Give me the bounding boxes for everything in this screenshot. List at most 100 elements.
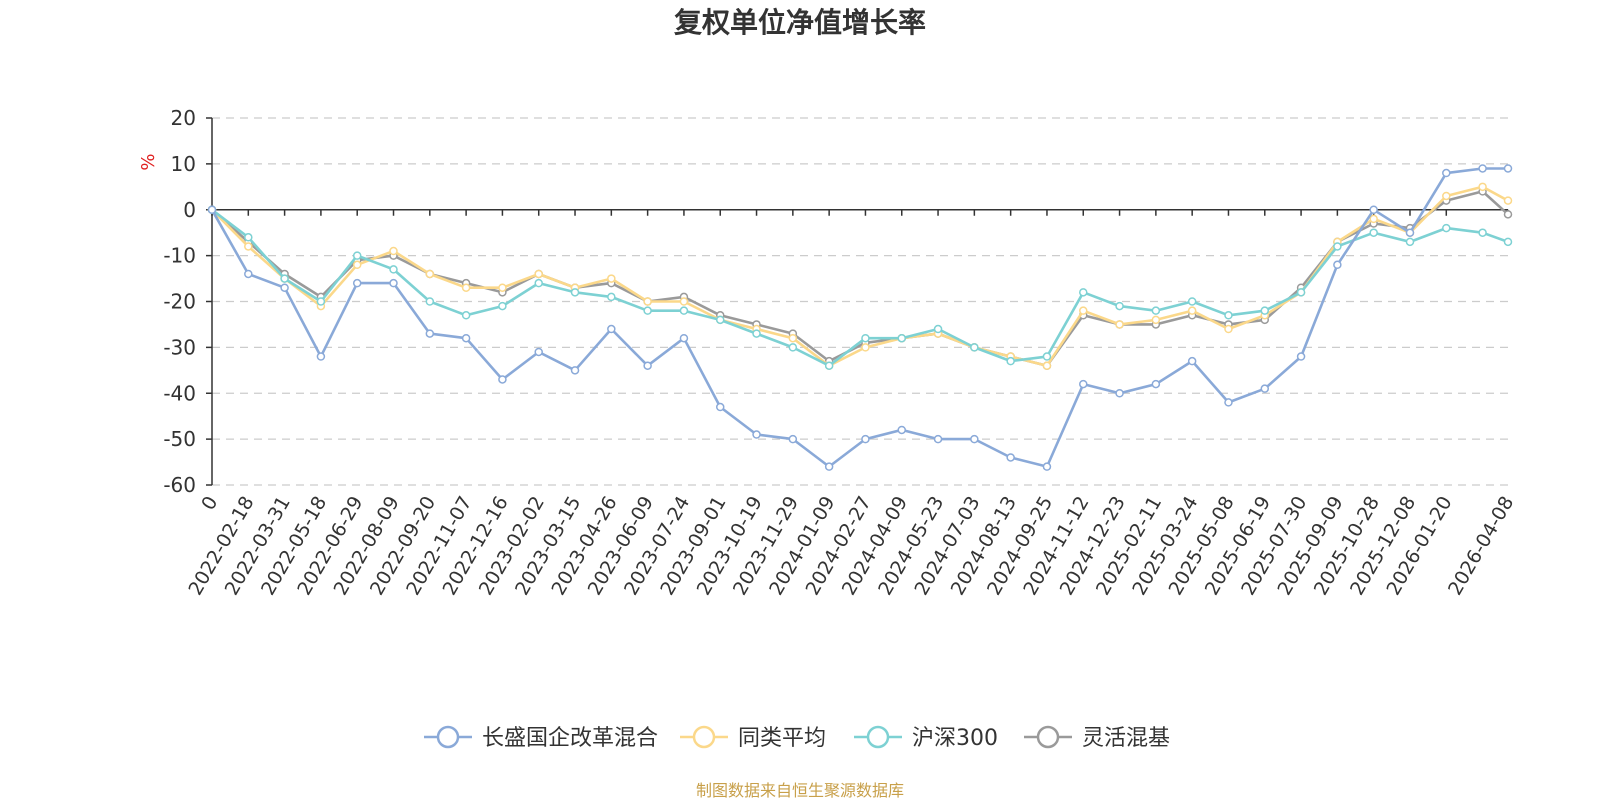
data-point [316, 297, 326, 306]
data-point [933, 434, 943, 444]
data-point [352, 251, 362, 260]
data-point [933, 324, 943, 334]
legend-circle-icon [436, 725, 460, 749]
data-point [1151, 306, 1161, 315]
data-point [1151, 379, 1161, 389]
data-point [534, 347, 543, 357]
data-point [389, 246, 398, 256]
data-point [1260, 306, 1270, 315]
data-point [861, 343, 870, 352]
data-point [752, 329, 761, 338]
y-tick-label: 0 [183, 198, 196, 222]
legend-item[interactable]: 灵活混基 [1024, 725, 1170, 751]
data-point [244, 269, 253, 279]
data-point [643, 361, 652, 370]
y-tick-label: -30 [163, 335, 196, 359]
legend-circle-icon [692, 725, 716, 749]
data-point [1115, 301, 1124, 311]
data-point [752, 430, 761, 439]
data-point [1151, 315, 1161, 325]
y-tick-label: 10 [171, 152, 196, 176]
data-point [897, 333, 906, 343]
data-point [679, 306, 689, 315]
data-point [1369, 228, 1378, 237]
data-point [1260, 384, 1270, 393]
data-point [643, 306, 652, 315]
data-point [425, 329, 435, 338]
data-point [461, 311, 471, 320]
data-point [280, 274, 289, 283]
data-point [1006, 356, 1015, 366]
data-point [425, 269, 435, 279]
data-point [244, 233, 253, 242]
data-point [715, 315, 725, 325]
data-point [861, 434, 870, 444]
y-tick-label: -20 [163, 290, 196, 314]
data-point [607, 324, 616, 334]
data-point [1442, 223, 1451, 233]
data-point [788, 333, 798, 343]
data-point [1187, 306, 1197, 315]
legend-item[interactable]: 长盛国企改革混合 [424, 725, 658, 751]
series-group [207, 164, 1513, 471]
legend-item[interactable]: 沪深300 [854, 725, 998, 751]
y-axis-ticks: 20 10 0 -10 -20 -30 -40 -50 -60 [163, 106, 213, 497]
legend-label: 同类平均 [738, 726, 826, 751]
data-point [824, 361, 834, 370]
y-axis-unit-label: % [138, 153, 159, 170]
data-point [461, 333, 471, 343]
data-point [970, 434, 979, 444]
y-tick-label: -60 [163, 473, 196, 497]
source-note: 制图数据来自恒生聚源数据库 [696, 781, 904, 800]
data-point [788, 343, 798, 352]
data-point [1296, 288, 1306, 297]
data-point [389, 265, 398, 274]
series-group [207, 205, 1513, 370]
data-point [643, 297, 652, 306]
data-point [498, 375, 507, 384]
data-point [1224, 398, 1233, 407]
data-point [425, 297, 435, 306]
data-point [1405, 228, 1415, 237]
y-tick-label: -50 [163, 427, 196, 451]
data-point [352, 278, 362, 288]
y-tick-label: -10 [163, 244, 196, 268]
data-point [1405, 237, 1415, 247]
data-point [1478, 164, 1487, 173]
data-point [1006, 453, 1015, 462]
data-point [715, 402, 725, 412]
data-point [570, 288, 580, 297]
data-point [1503, 237, 1513, 247]
data-point [1503, 210, 1513, 219]
data-point [1296, 352, 1306, 361]
x-tick-label: 2026-04-08 [1444, 493, 1518, 600]
legend-item[interactable]: 同类平均 [680, 725, 826, 751]
data-point [316, 352, 326, 361]
data-point [534, 278, 543, 288]
legend-label: 灵活混基 [1082, 726, 1170, 751]
series-line [210, 167, 1508, 468]
data-point [1115, 320, 1124, 329]
data-point [1042, 462, 1052, 471]
data-point [1187, 297, 1197, 306]
data-point [1079, 379, 1088, 389]
data-point [461, 283, 471, 292]
data-point [1079, 306, 1088, 315]
data-point [1503, 196, 1513, 205]
data-point [207, 205, 217, 214]
data-point [861, 333, 870, 343]
data-point [570, 366, 580, 375]
data-point [1442, 191, 1451, 201]
data-point [824, 462, 834, 471]
data-point [1369, 214, 1378, 224]
data-point [897, 425, 906, 435]
legend[interactable]: 长盛国企改革混合 同类平均 沪深300 灵活混基 [424, 725, 1170, 751]
data-point [280, 283, 289, 292]
data-point [1333, 260, 1342, 270]
legend-label: 长盛国企改革混合 [482, 726, 658, 751]
series-lines [207, 164, 1513, 471]
legend-label: 沪深300 [912, 726, 998, 751]
x-tick-label: 0 [197, 493, 222, 514]
data-point [1333, 242, 1342, 251]
